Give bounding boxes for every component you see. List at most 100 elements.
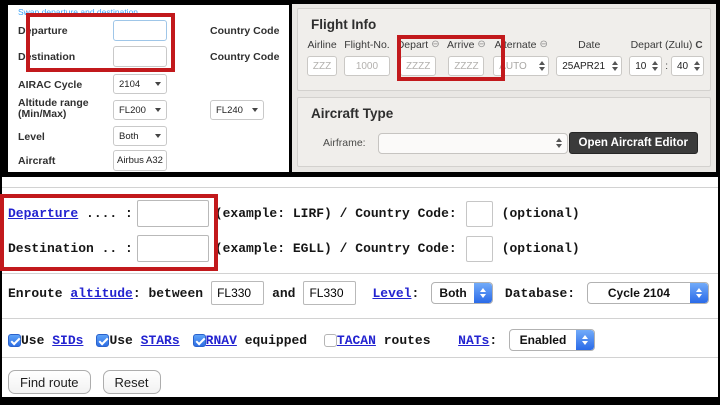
use-stars-checkbox[interactable] [96,333,110,347]
alternate-field-group: Alternate ⊖ AUTO [493,39,550,76]
level-colon: : [411,285,428,301]
destination-input[interactable] [113,46,167,67]
departure-input[interactable] [113,20,167,41]
tacan-checkbox[interactable] [323,333,337,347]
departure-optional-text: (optional) [501,206,580,221]
level-value: Both [119,130,139,142]
nats-select[interactable]: Enabled [508,329,595,351]
chevron-down-icon [155,108,161,112]
zulu-hour-value: 10 [635,60,647,72]
departure-example-text: (example: LIRF) / Country Code: [214,206,457,221]
depart-zulu-label: Depart (Zulu) [630,39,693,51]
arrive-field-group: Arrive ⊖ [447,39,487,76]
destination-optional-text: (optional) [501,241,580,256]
depart-zulu-field-group: Depart (Zulu) C 10 : 40 [629,39,704,76]
destination-dots: .. : [93,241,133,256]
aircraft-input[interactable] [113,150,167,171]
date-select[interactable]: 25APR21 [556,56,623,76]
rnav-link[interactable]: RNAV [205,332,237,348]
date-label: Date [578,39,601,51]
arrive-airport-input[interactable] [448,56,485,76]
level-select[interactable]: Both [113,126,167,146]
level-link[interactable]: Level [372,285,412,301]
select-arrows-icon [555,138,562,148]
use-sids-checkbox[interactable] [8,333,21,347]
airline-label: Airline [307,39,337,51]
flight-info-card: Flight Info Airline Flight-No. Depart ⊖ [297,8,711,91]
alternate-label: Alternate [494,39,537,51]
use-sids-text: Use [21,332,53,348]
sids-link[interactable]: SIDs [52,332,84,348]
destination-country-input[interactable] [465,235,493,262]
refresh-icon[interactable]: C [695,39,703,51]
select-arrows-icon [689,283,708,303]
altitude-range-label-line2: (Min/Max) [18,108,67,120]
depart-airport-input[interactable] [400,56,437,76]
airac-cycle-label: AIRAC Cycle [18,79,83,91]
stars-link[interactable]: STARs [140,332,180,348]
database-select[interactable]: Cycle 2104 [586,282,709,304]
find-route-button[interactable]: Find route [8,370,91,394]
tacan-link[interactable]: TACAN [336,332,376,348]
flight-number-input[interactable] [344,56,390,76]
open-aircraft-editor-button[interactable]: Open Aircraft Editor [568,132,698,154]
destination-example-text: (example: EGLL) / Country Code: [214,241,457,256]
airac-cycle-select[interactable]: 2104 [113,74,167,94]
altitude-max-select[interactable]: FL240 [210,100,264,120]
nats-colon: : [489,332,505,348]
destination-label: Destination [18,51,76,63]
rnav-checkbox[interactable] [192,333,206,347]
altitude-max-input[interactable] [303,281,357,305]
altitude-link[interactable]: altitude [70,285,133,301]
chevron-down-icon [155,134,161,138]
globe-icon: ⊖ [431,39,440,50]
depart-label: Depart [396,39,429,51]
altitude-range-label: Altitude range (Min/Max) [18,98,89,120]
flight-number-label: Flight-No. [344,39,390,51]
enroute-prefix-text: Enroute [8,285,71,301]
altitude-min-input[interactable] [211,281,265,305]
date-field-group: Date 25APR21 [556,39,623,76]
alternate-value: AUTO [499,60,527,72]
zulu-time-colon: : [665,60,668,72]
departure-icao-input[interactable] [136,200,209,227]
destination-icao-input[interactable] [136,235,209,262]
zulu-minute-select[interactable]: 40 [671,56,704,76]
flight-info-fields: Airline Flight-No. Depart ⊖ Arr [298,32,710,76]
zulu-hour-select[interactable]: 10 [629,56,663,76]
airline-input[interactable] [307,56,338,76]
altitude-range-label-line1: Altitude range [18,97,89,109]
divider [2,187,718,188]
aircraft-type-card: Aircraft Type Airframe: Open Aircraft Ed… [297,97,711,167]
reset-button[interactable]: Reset [102,370,161,394]
departure-country-input[interactable] [465,200,493,227]
enroute-row: Enroute altitude: betweenandLevel: Both … [8,281,713,305]
date-value: 25APR21 [562,60,606,72]
departure-dots: .... : [78,206,133,221]
departure-row: Departure .... : (example: LIRF) / Countr… [8,200,580,227]
altitude-min-select[interactable]: FL200 [113,100,167,120]
nats-link[interactable]: NATs [458,332,490,348]
select-arrows-icon [474,283,493,303]
country-code-label-1: Country Code [210,25,280,37]
airframe-label: Airframe: [323,137,366,149]
altitude-min-value: FL200 [119,104,146,116]
globe-icon: ⊖ [477,39,486,50]
level-select[interactable]: Both [431,282,494,304]
flight-info-title: Flight Info [311,17,377,32]
swap-departure-destination-link[interactable]: Swap departure and destination [18,7,139,17]
divider [2,273,718,274]
divider [2,318,718,319]
flight-info-panel: Flight Info Airline Flight-No. Depart ⊖ [292,4,716,172]
select-arrows-icon [539,61,546,71]
airframe-select[interactable] [377,132,568,154]
route-planner-panel: Swap departure and destination Departure… [8,5,289,172]
destination-label: Destination [8,241,94,256]
alternate-select[interactable]: AUTO [493,56,550,76]
database-value: Cycle 2104 [607,286,670,300]
globe-icon: ⊖ [539,39,548,50]
departure-link[interactable]: Departure [8,206,79,221]
and-text: and [272,285,296,301]
airac-cycle-value: 2104 [119,78,141,90]
